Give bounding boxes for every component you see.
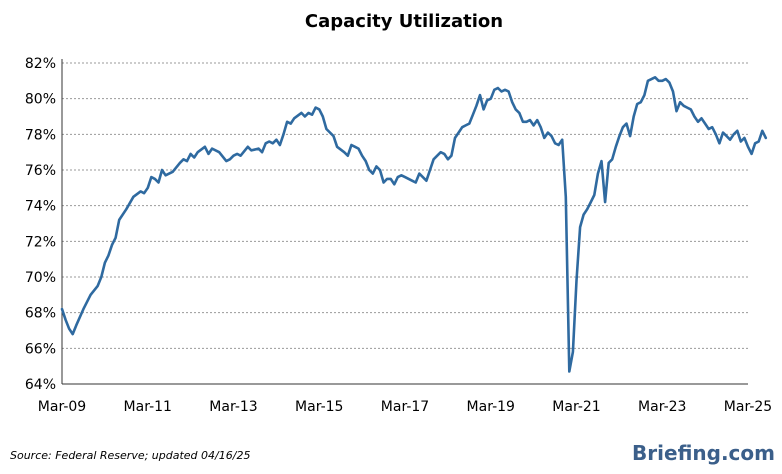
y-tick-label: 66%	[25, 341, 56, 357]
y-tick-label: 78%	[25, 127, 56, 143]
y-tick-label: 82%	[25, 56, 56, 72]
x-tick-label: Mar-21	[552, 399, 600, 415]
gridlines	[62, 62, 748, 349]
x-tick-label: Mar-11	[124, 399, 172, 415]
series	[60, 76, 768, 373]
y-tick-label: 74%	[25, 199, 56, 215]
y-tick-label: 72%	[25, 234, 56, 250]
chart-title: Capacity Utilization	[305, 11, 503, 32]
y-tick-label: 64%	[25, 377, 56, 393]
x-tick-label: Mar-17	[381, 399, 429, 415]
source-note: Source: Federal Reserve; updated 04/16/2…	[10, 449, 250, 462]
x-tick-label: Mar-19	[467, 399, 515, 415]
capacity-utilization-line	[60, 76, 768, 373]
x-axis-ticks: Mar-09 Mar-11 Mar-13 Mar-15 Mar-17 Mar-19 Mar-…	[38, 399, 772, 415]
x-tick-label: Mar-15	[295, 399, 343, 415]
y-tick-label: 76%	[25, 163, 56, 179]
x-tick-label: Mar-13	[209, 399, 257, 415]
y-axis-ticks: 64% 66% 68% 70% 72% 74% 76% 78% 80% 82%	[25, 56, 56, 393]
briefing-logo: Briefing.com	[632, 441, 775, 465]
y-tick-label: 68%	[25, 306, 56, 322]
x-tick-label: Mar-23	[638, 399, 686, 415]
y-tick-label: 70%	[25, 270, 56, 286]
y-tick-label: 80%	[25, 92, 56, 108]
axes	[61, 59, 748, 385]
x-tick-label: Mar-25	[724, 399, 772, 415]
x-tick-label: Mar-09	[38, 399, 86, 415]
